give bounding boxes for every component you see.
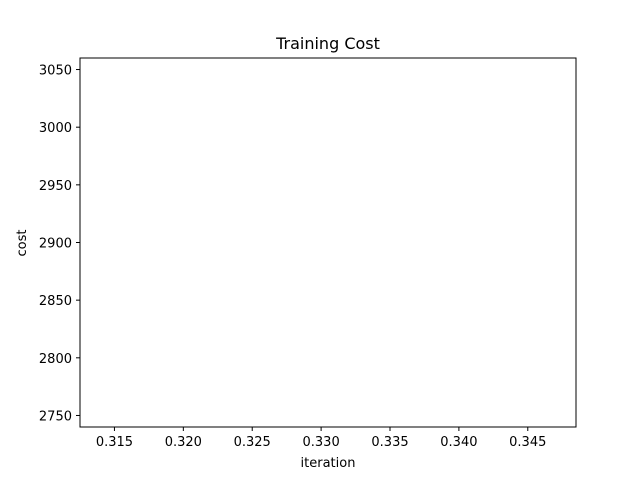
x-tick-label: 0.315 bbox=[96, 435, 133, 450]
x-tick-label: 0.325 bbox=[234, 435, 271, 450]
y-tick-label: 2850 bbox=[39, 294, 72, 309]
x-axis-ticks: 0.315 0.320 0.325 0.330 0.335 0.340 0.345 bbox=[96, 427, 546, 450]
y-axis-ticks: 2750 2800 2850 2900 2950 3000 3050 bbox=[39, 64, 80, 424]
y-tick-label: 2800 bbox=[39, 352, 72, 367]
x-tick-label: 0.335 bbox=[371, 435, 408, 450]
x-tick-label: 0.340 bbox=[440, 435, 477, 450]
x-tick-label: 0.345 bbox=[509, 435, 546, 450]
y-tick-label: 2900 bbox=[39, 237, 72, 252]
y-tick-label: 2750 bbox=[39, 409, 72, 424]
chart-title: Training Cost bbox=[275, 34, 380, 53]
y-tick-label: 2950 bbox=[39, 179, 72, 194]
y-tick-label: 3000 bbox=[39, 121, 72, 136]
x-axis-label: iteration bbox=[301, 456, 356, 471]
x-tick-label: 0.330 bbox=[303, 435, 340, 450]
x-tick-label: 0.320 bbox=[165, 435, 202, 450]
y-tick-label: 3050 bbox=[39, 64, 72, 79]
plot-area bbox=[79, 57, 577, 428]
y-axis-label: cost bbox=[15, 230, 30, 257]
